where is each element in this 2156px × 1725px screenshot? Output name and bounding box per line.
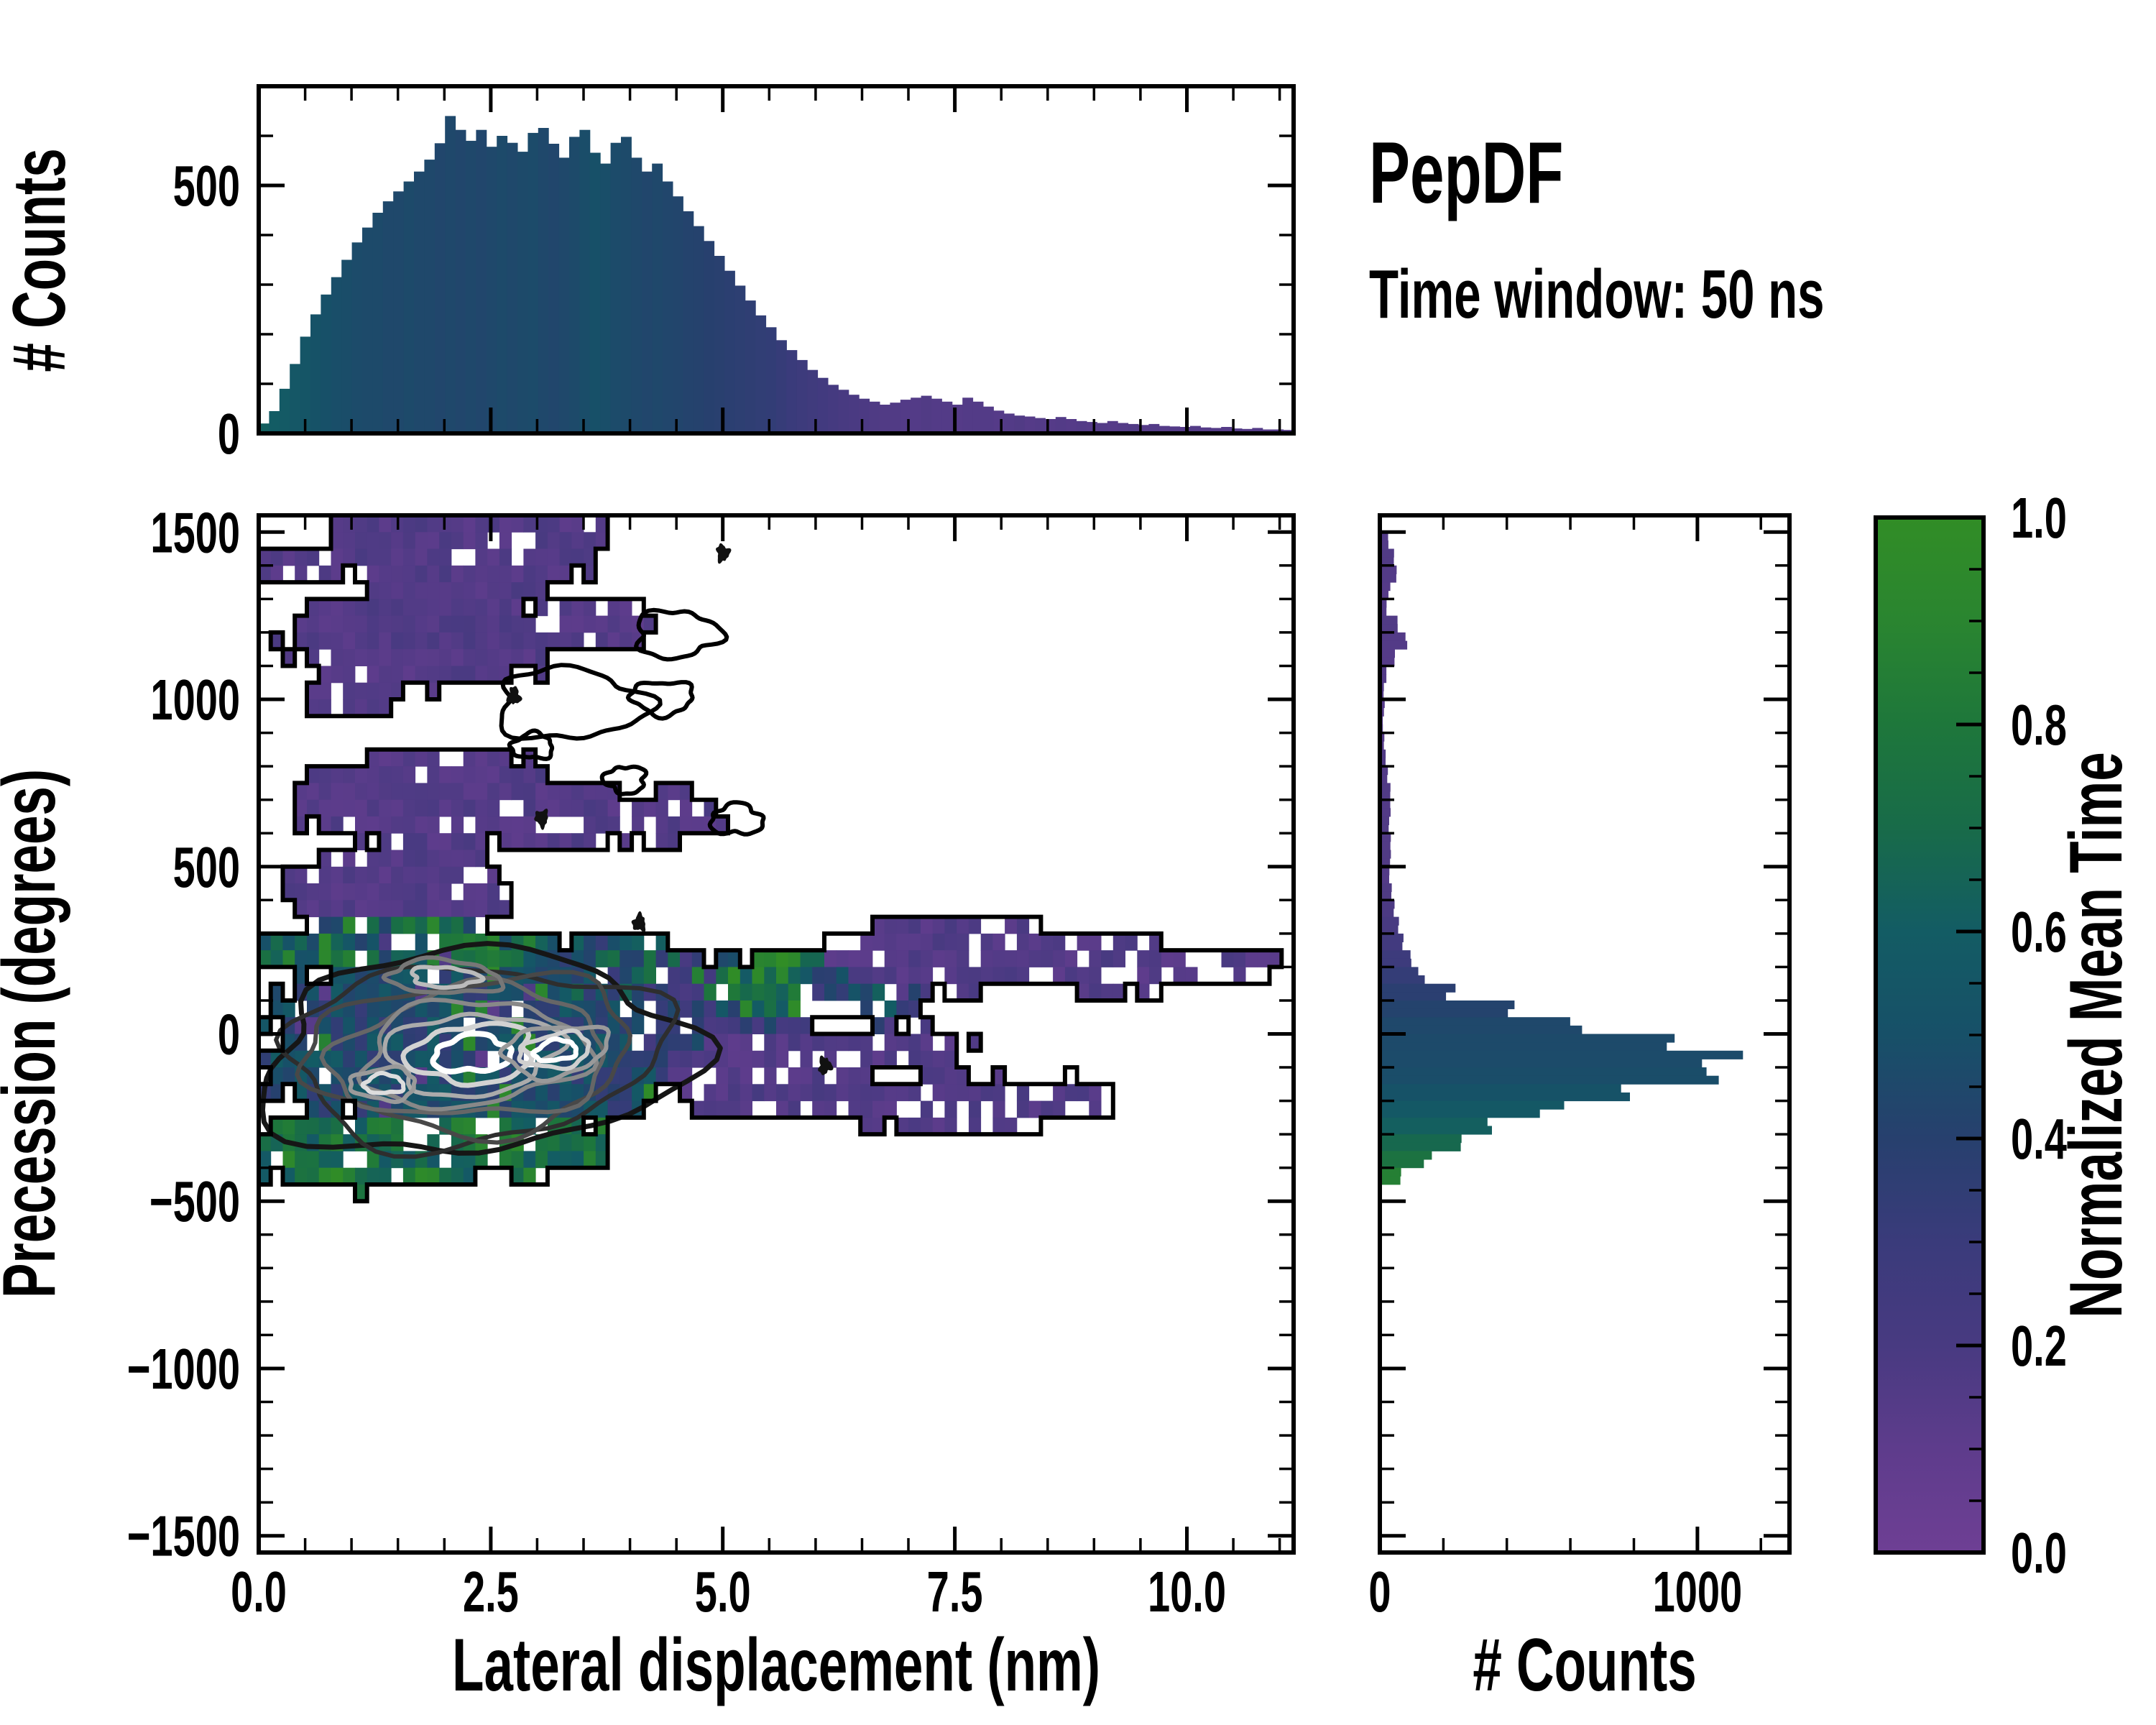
colorbar-tick-label: 0.6	[2011, 899, 2067, 964]
colorbar-tick-label: 0.0	[2011, 1520, 2067, 1585]
main-x-tick-label: 10.0	[1148, 1559, 1226, 1624]
colorbar: 0.0 0.2 0.4 0.6 0.8 1.0	[1874, 485, 2067, 1585]
colorbar-tick-label: 0.2	[2011, 1313, 2067, 1378]
main-y-tick-label: −500	[149, 1169, 240, 1233]
main-x-tick-label: 5.0	[695, 1559, 751, 1624]
hollow-contours	[499, 543, 834, 1075]
outer-contour	[259, 515, 1284, 1204]
main-plot-frame	[257, 513, 1296, 1555]
main-y-tick-label: 500	[173, 834, 240, 899]
main-y-tick-label: 0	[218, 1002, 240, 1067]
main-x-tick-label: 7.5	[927, 1559, 983, 1624]
density-contours	[259, 941, 723, 1159]
figure-subtitle: Time window: 50 ns	[1369, 255, 1825, 333]
top-histogram-bars	[259, 116, 1294, 434]
right-hist-x-tick-label: 0	[1368, 1559, 1391, 1624]
main-y-tick-label: −1500	[127, 1504, 240, 1568]
main-y-tick-label: −1000	[127, 1336, 240, 1401]
top-hist-y-tick-label: 0	[218, 401, 240, 466]
top-hist-y-tick-label: 500	[173, 153, 240, 218]
main-x-tick-label: 2.5	[463, 1559, 519, 1624]
colorbar-tick-label: 0.4	[2011, 1106, 2067, 1171]
top-hist-y-axis-label: # Counts	[0, 148, 81, 372]
right-hist-x-axis-label: # Counts	[1473, 1624, 1696, 1707]
main-x-axis-label: Lateral displacement (nm)	[452, 1624, 1100, 1707]
main-y-tick-label: 1500	[150, 500, 240, 564]
right-histogram-bars	[1380, 532, 1743, 1185]
main-y-tick-label: 1000	[150, 667, 240, 732]
colorbar-gradient	[1874, 515, 1986, 1555]
colorbar-tick-label: 0.8	[2011, 692, 2067, 757]
top-hist-frame	[257, 84, 1296, 436]
colorbar-label: Normalized Mean Time	[2055, 752, 2138, 1317]
main-x-tick-label: 0.0	[231, 1559, 287, 1624]
main-y-axis-label: Precession (degrees)	[0, 769, 71, 1298]
figure-title: PepDF	[1369, 124, 1563, 222]
colorbar-tick-label: 1.0	[2011, 485, 2067, 550]
right-hist-frame	[1378, 513, 1792, 1555]
axes	[257, 84, 1792, 1555]
right-hist-x-tick-label: 1000	[1653, 1559, 1743, 1624]
